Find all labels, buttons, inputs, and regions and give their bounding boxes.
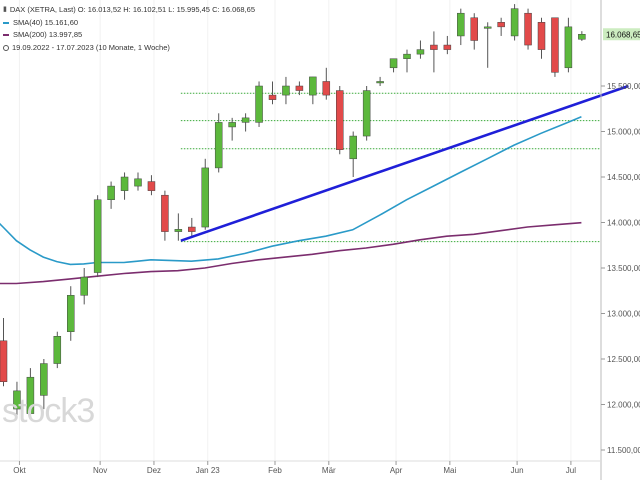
candle-body	[457, 12, 465, 37]
candle-body	[362, 90, 371, 137]
y-tick-label: 15.500,00	[607, 82, 640, 91]
sma200-swatch	[3, 34, 9, 37]
y-tick-label: 13.000,00	[607, 310, 640, 319]
x-tick-label: Jan 23	[196, 466, 221, 475]
candle-body	[120, 176, 129, 191]
candle-body	[161, 194, 169, 232]
legend-symbol-row: ▮ DAX (XETRA, Last) O: 16.013,52 H: 16.1…	[3, 4, 255, 17]
candle-body	[80, 276, 88, 296]
x-tick-label: Jul	[566, 466, 576, 475]
legend-sma200-row[interactable]: SMA(200) 13.997,85	[3, 29, 255, 42]
y-tick-label: 12.500,00	[607, 355, 640, 364]
y-tick-label: 13.500,00	[607, 264, 640, 273]
candle-body	[67, 295, 75, 332]
sma200-series	[0, 221, 582, 285]
bar-chart-icon: ▮	[3, 6, 7, 13]
legend-range-row: 19.09.2022 - 17.07.2023 (10 Monate, 1 Wo…	[3, 42, 255, 55]
candle-body	[537, 22, 546, 50]
candle-body	[214, 122, 223, 169]
candle-body	[564, 26, 573, 69]
clock-icon	[3, 44, 9, 51]
candle-body	[497, 22, 505, 28]
candle-body	[322, 81, 331, 96]
candle-body	[309, 76, 317, 96]
chart-grid	[18, 0, 572, 461]
candle-body	[483, 26, 492, 29]
x-tick-label: Dez	[147, 466, 161, 475]
legend-range-text: 19.09.2022 - 17.07.2023 (10 Monate, 1 Wo…	[12, 42, 170, 52]
candle-body	[93, 199, 102, 273]
chart-legend: ▮ DAX (XETRA, Last) O: 16.013,52 H: 16.1…	[3, 4, 255, 54]
candle-body	[26, 376, 35, 414]
x-tick-label: Jun	[511, 466, 524, 475]
candle-body	[389, 58, 398, 69]
candle-body	[13, 390, 21, 410]
price-labels: 16.068,65	[603, 28, 640, 41]
candle-body	[443, 44, 452, 50]
last-price-label: 16.068,65	[606, 30, 640, 39]
candle-body	[228, 122, 236, 128]
sma40-swatch	[3, 21, 9, 24]
candle-body	[376, 81, 384, 84]
watermark-logo: stock3	[2, 392, 95, 430]
y-tick-label: 11.500,00	[607, 446, 640, 455]
candle-body	[470, 17, 478, 41]
candle-body	[578, 34, 586, 40]
candle-body	[403, 53, 411, 59]
candle-body	[255, 85, 263, 123]
y-tick-label: 14.000,00	[607, 219, 640, 228]
candle-body	[53, 336, 62, 364]
candle-body	[524, 12, 532, 46]
candle-body	[107, 185, 115, 201]
x-tick-label: Nov	[93, 466, 107, 475]
y-tick-label: 12.000,00	[607, 401, 640, 410]
candle-body	[147, 181, 156, 191]
candle-body	[134, 178, 142, 187]
candle-body	[430, 44, 438, 50]
sma200-line	[0, 221, 582, 285]
candle-body	[241, 117, 250, 123]
trendline	[180, 84, 629, 242]
sma40-series	[0, 116, 582, 266]
candle-body	[510, 8, 519, 37]
candle-body	[40, 363, 48, 396]
trendline-line	[180, 84, 629, 242]
candle-body	[551, 17, 559, 73]
x-tick-label: Feb	[268, 466, 282, 475]
legend-sma40-row[interactable]: SMA(40) 15.161,60	[3, 17, 255, 30]
legend-sma40-text: SMA(40) 15.161,60	[13, 17, 79, 27]
candle-body	[295, 85, 304, 91]
candle-body	[268, 94, 277, 100]
candle-body	[282, 85, 290, 96]
y-tick-label: 14.500,00	[607, 173, 640, 182]
x-tick-label: Mär	[322, 466, 336, 475]
candlestick-series	[0, 4, 586, 419]
candle-body	[174, 229, 183, 232]
candle-body	[416, 49, 425, 55]
y-tick-label: 15.000,00	[607, 128, 640, 137]
last-price-label-bg	[603, 28, 640, 41]
legend-sma200-text: SMA(200) 13.997,85	[13, 30, 83, 39]
x-tick-label: Mai	[443, 466, 456, 475]
legend-symbol-text: DAX (XETRA, Last) O: 16.013,52 H: 16.102…	[9, 5, 256, 14]
sma40-line	[0, 116, 582, 266]
candle-body	[349, 135, 357, 160]
candle-body	[336, 90, 344, 150]
candle-body	[201, 167, 209, 228]
x-tick-label: Okt	[13, 466, 26, 475]
candle-body	[188, 226, 196, 232]
candle-body	[0, 340, 8, 382]
x-tick-label: Apr	[390, 466, 403, 475]
